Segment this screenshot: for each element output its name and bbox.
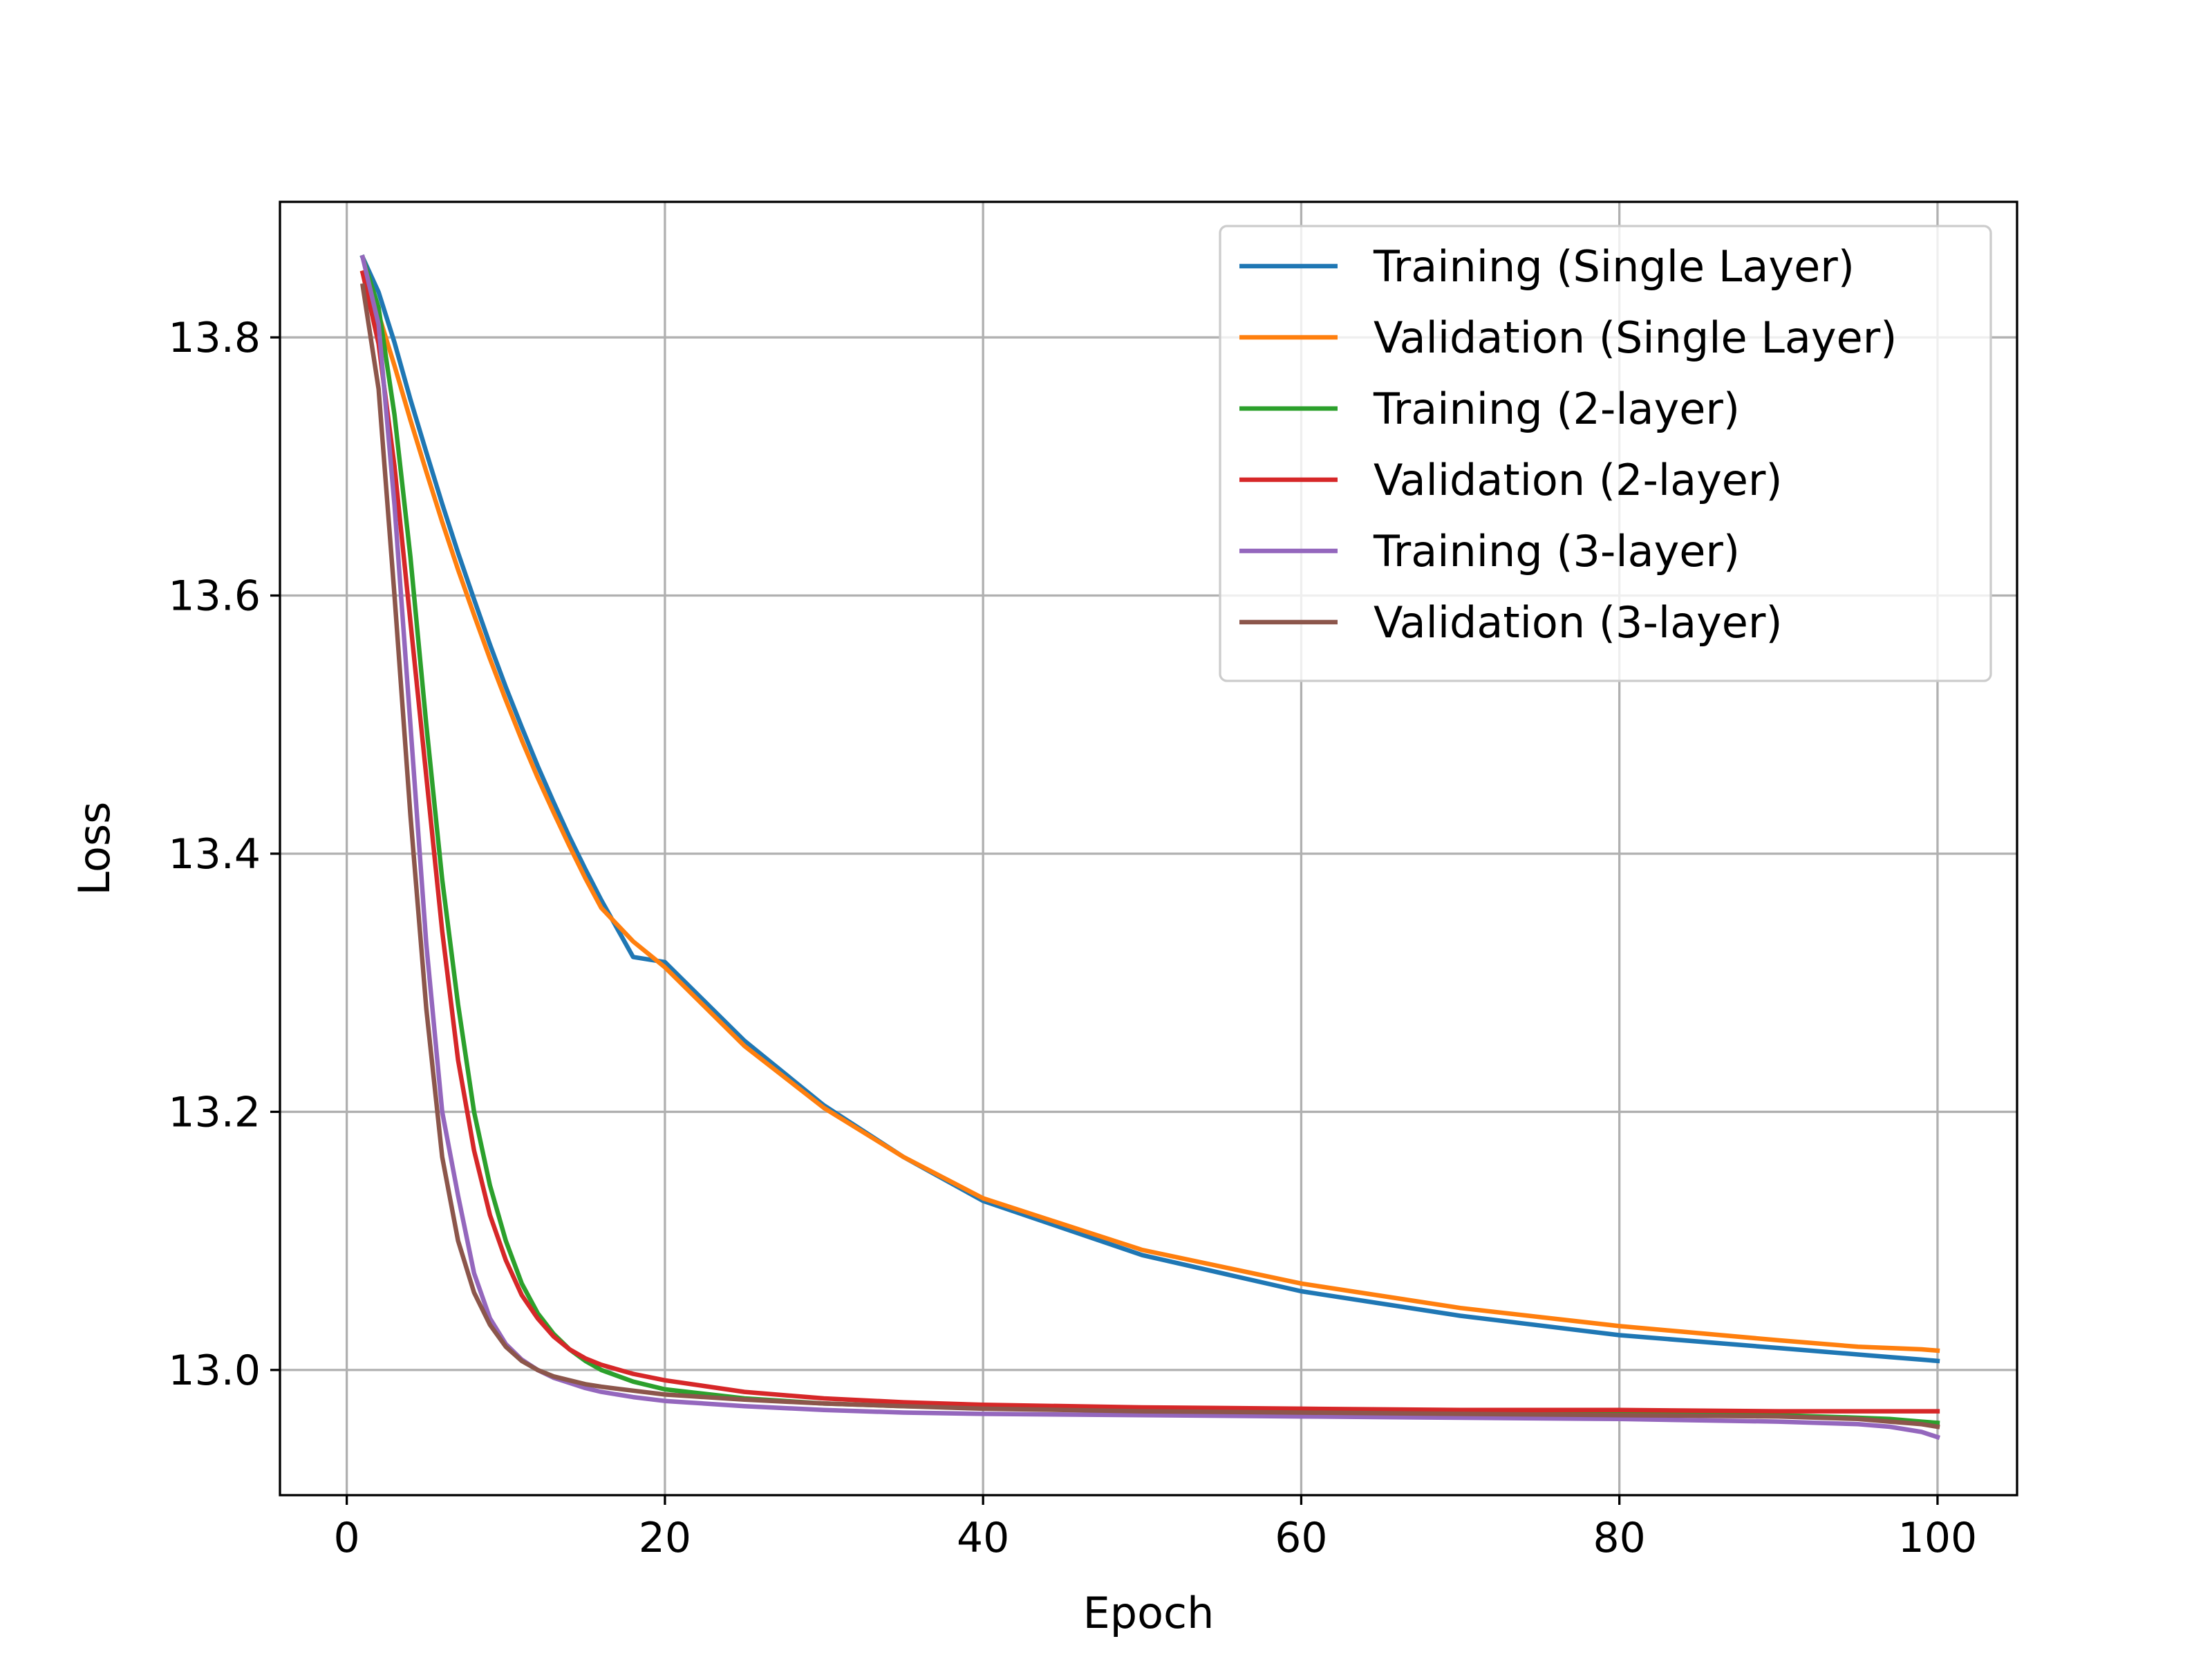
y-tick-label: 13.8 bbox=[168, 314, 261, 362]
series-lines bbox=[359, 254, 1940, 1441]
x-tick-label: 40 bbox=[957, 1514, 1009, 1562]
series-line-2 bbox=[359, 270, 1940, 1353]
legend-label-4: Validation (2-layer) bbox=[1374, 455, 1783, 505]
legend-label-6: Validation (3-layer) bbox=[1374, 597, 1783, 648]
series-line-4 bbox=[359, 270, 1940, 1414]
series-line-1 bbox=[359, 254, 1940, 1364]
x-axis-label: Epoch bbox=[1083, 1588, 1215, 1638]
axis-ticks: 0 20 40 60 80 100 13.0 13.2 13.4 13.6 13.8 bbox=[168, 314, 1977, 1562]
legend-box bbox=[1219, 225, 1992, 682]
y-tick-label: 13.0 bbox=[168, 1347, 261, 1395]
y-tick-label: 13.4 bbox=[168, 830, 261, 879]
y-tick-label: 13.2 bbox=[168, 1088, 261, 1136]
x-tick-label: 0 bbox=[334, 1514, 360, 1562]
legend-label-3: Training (2-layer) bbox=[1373, 384, 1740, 434]
legend-label-1: Training (Single Layer) bbox=[1373, 241, 1855, 292]
x-tick-label: 20 bbox=[639, 1514, 691, 1562]
x-tick-label: 60 bbox=[1275, 1514, 1327, 1562]
plot-frame bbox=[279, 200, 2018, 1497]
series-line-5 bbox=[359, 254, 1940, 1441]
x-tick-label: 80 bbox=[1593, 1514, 1645, 1562]
y-tick-label: 13.6 bbox=[168, 572, 261, 621]
series-line-3 bbox=[359, 254, 1940, 1425]
x-tick-label: 100 bbox=[1898, 1514, 1978, 1562]
y-axis-label: Loss bbox=[69, 802, 120, 896]
legend-label-2: Validation (Single Layer) bbox=[1374, 312, 1897, 363]
series-line-6 bbox=[359, 283, 1940, 1430]
legend: Training (Single Layer) Validation (Singl… bbox=[1219, 225, 1992, 682]
legend-label-5: Training (3-layer) bbox=[1373, 526, 1740, 577]
